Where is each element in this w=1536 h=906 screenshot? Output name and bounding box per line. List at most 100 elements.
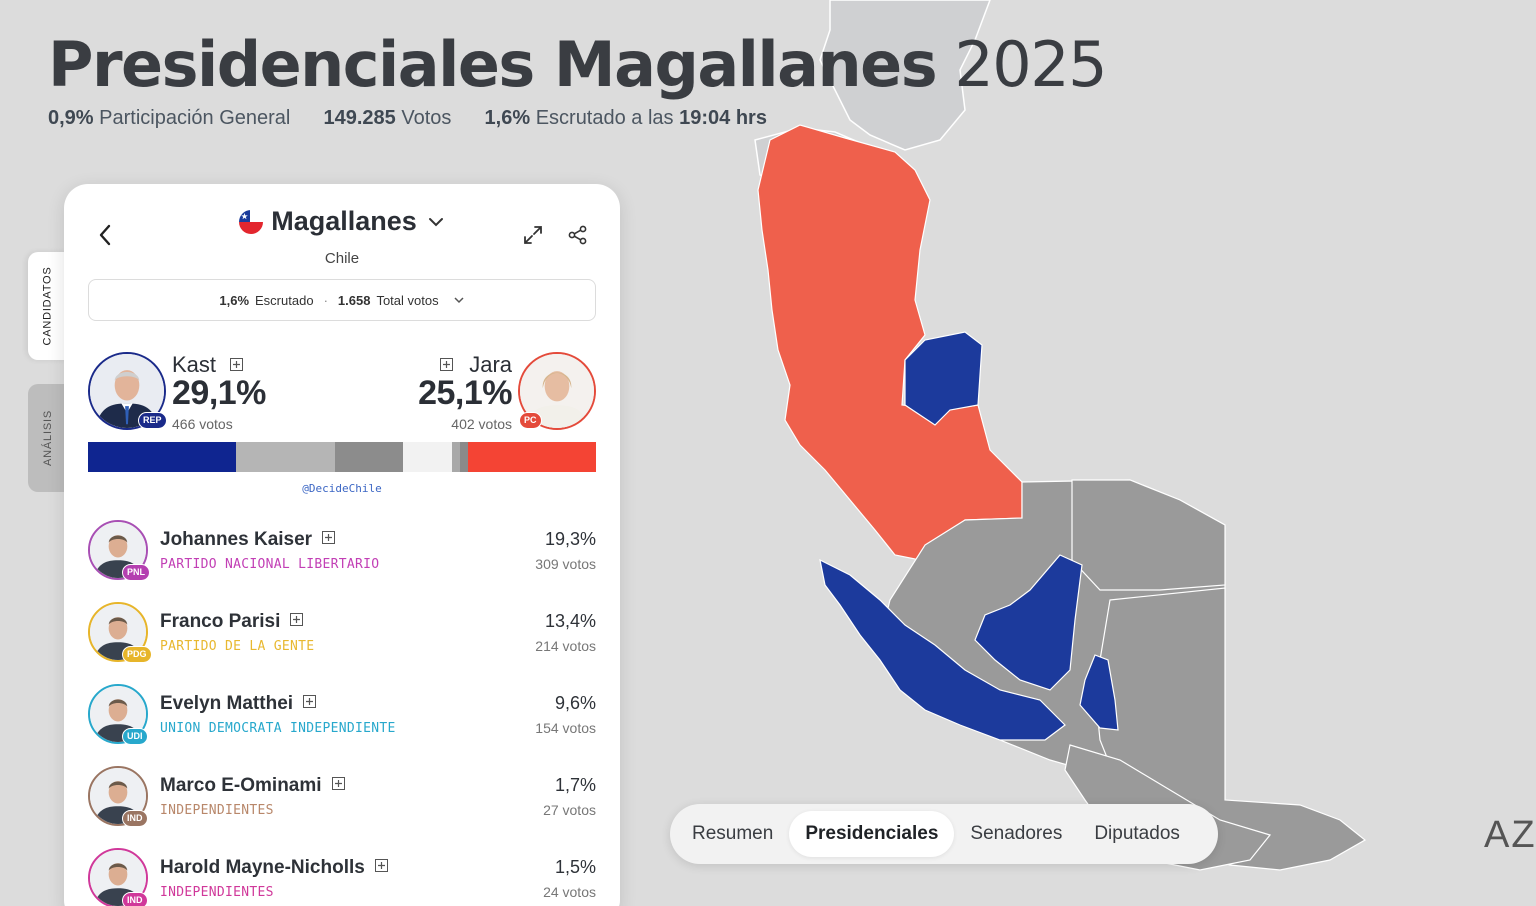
- expand-plus-icon[interactable]: [322, 531, 336, 544]
- leader-left-votes: 466 votos: [172, 416, 233, 432]
- expand-icon[interactable]: [522, 224, 544, 246]
- vote-bar-segment: [451, 442, 461, 472]
- counted-value: 1,6%: [484, 107, 531, 129]
- candidate-votes: 154 votos: [535, 720, 596, 736]
- party-badge: IND: [122, 810, 148, 827]
- back-arrow-icon[interactable]: [94, 222, 116, 248]
- party-badge: IND: [122, 892, 148, 906]
- party-badge-pc: PC: [519, 412, 542, 429]
- summary-separator: ·: [323, 292, 328, 308]
- summary-total-label: Total votos: [376, 292, 439, 308]
- summary-counted-value: 1,6%: [219, 292, 250, 308]
- candidate-party: INDEPENDIENTES: [160, 885, 274, 900]
- candidate-pct: 1,5%: [554, 857, 596, 877]
- candidate-name: Johannes Kaiser: [160, 529, 336, 551]
- candidate-row-franco-parisi[interactable]: PDG Franco Parisi PARTIDO DE LA GENTE 13,4%…: [88, 602, 596, 666]
- tab-analisis-label: ANÁLISIS: [42, 410, 55, 466]
- leader-left-pct: 29,1%: [172, 374, 266, 412]
- candidate-row-harold-mayne-nicholls[interactable]: IND Harold Mayne-Nicholls INDEPENDIENTES 1,…: [88, 848, 596, 906]
- leader-right-votes: 402 votos: [451, 416, 512, 432]
- participation-value: 0,9%: [48, 107, 94, 129]
- candidate-pct: 1,7%: [554, 775, 596, 795]
- expand-plus-icon[interactable]: [303, 695, 317, 708]
- candidate-party: INDEPENDIENTES: [160, 803, 274, 818]
- region-selector[interactable]: Magallanes: [64, 206, 620, 237]
- nav-tab-senadores[interactable]: Senadores: [970, 823, 1063, 844]
- expand-plus-icon[interactable]: [440, 358, 453, 371]
- vote-bar-segment: [236, 442, 335, 472]
- chile-flag-icon: [239, 209, 264, 234]
- map-comuna-islas-oeste[interactable]: [819, 558, 1066, 741]
- candidate-name: Franco Parisi: [160, 611, 304, 633]
- expand-plus-icon[interactable]: [230, 358, 243, 371]
- map-region-aysen[interactable]: [819, 0, 991, 151]
- title-year: 2025: [954, 28, 1107, 101]
- counted-time: 19:04 hrs: [679, 107, 767, 129]
- candidate-votes: 24 votos: [543, 884, 596, 900]
- candidate-row-evelyn-matthei[interactable]: UDI Evelyn Matthei UNION DEMOCRATA INDEPEN…: [88, 684, 596, 748]
- chevron-down-icon: [454, 297, 464, 304]
- nav-tab-resumen[interactable]: Resumen: [692, 823, 774, 844]
- candidate-row-johannes-kaiser[interactable]: PNL Johannes Kaiser PARTIDO NACIONAL LIBER…: [88, 520, 596, 584]
- chevron-down-icon[interactable]: [427, 213, 445, 231]
- map-comuna-torres-del-paine[interactable]: [904, 331, 983, 426]
- candidate-votes: 309 votos: [535, 556, 596, 572]
- credit-handle[interactable]: @DecideChile: [302, 482, 382, 495]
- vote-bar-segment: [88, 442, 237, 472]
- candidate-votes: 214 votos: [535, 638, 596, 654]
- header-stats: 0,9% Participación General 149.285 Votos…: [48, 107, 767, 130]
- candidate-name: Marco E-Ominami: [160, 775, 345, 797]
- map-comuna-san-gregorio[interactable]: [1071, 479, 1226, 591]
- expand-plus-icon[interactable]: [331, 777, 345, 790]
- nav-tab-diputados[interactable]: Diputados: [1094, 823, 1180, 844]
- expand-plus-icon[interactable]: [290, 613, 304, 626]
- share-icon[interactable]: [567, 224, 589, 246]
- participation-label: Participación General: [99, 107, 291, 129]
- map-comuna-natales-norte[interactable]: [757, 124, 1023, 561]
- party-badge: UDI: [122, 728, 148, 745]
- candidate-row-marco-e-ominami[interactable]: IND Marco E-Ominami INDEPENDIENTES 1,7% 27 v…: [88, 766, 596, 830]
- votes-value: 149.285: [323, 107, 396, 129]
- candidate-pct: 9,6%: [554, 693, 596, 713]
- summary-counted-label: Escrutado: [255, 292, 314, 308]
- corner-label: AZ: [1484, 814, 1536, 856]
- candidate-party: UNION DEMOCRATA INDEPENDIENTE: [160, 721, 396, 736]
- leader-right-pct: 25,1%: [418, 374, 512, 412]
- votes-label: Votos: [401, 107, 452, 129]
- avatar[interactable]: [88, 602, 148, 662]
- leader-right-name: Jara: [469, 352, 512, 377]
- count-summary[interactable]: 1,6% Escrutado · 1.658 Total votos: [88, 279, 596, 321]
- leader-left-name: Kast: [172, 352, 217, 377]
- region-name: Magallanes: [271, 206, 417, 236]
- results-panel: Magallanes Chile 1,6% Escrutado · 1.658 …: [64, 184, 620, 906]
- tab-candidatos[interactable]: CANDIDATOS: [28, 252, 68, 360]
- vote-bar-segment: [468, 442, 596, 472]
- candidate-name: Evelyn Matthei: [160, 693, 317, 715]
- tab-candidatos-label: CANDIDATOS: [42, 266, 55, 346]
- candidate-party: PARTIDO DE LA GENTE: [160, 639, 315, 654]
- country-name: Chile: [324, 250, 360, 267]
- party-badge: PDG: [122, 646, 152, 663]
- map-comuna-dawson[interactable]: [1079, 654, 1119, 731]
- party-badge-rep: REP: [138, 412, 167, 429]
- candidate-pct: 19,3%: [544, 529, 596, 549]
- vote-share-bar: [88, 442, 596, 472]
- party-badge: PNL: [122, 564, 150, 581]
- counted-label: Escrutado a las: [535, 107, 674, 129]
- vote-bar-segment: [334, 442, 403, 472]
- title-main: Presidenciales Magallanes: [48, 28, 938, 101]
- candidate-votes: 27 votos: [543, 802, 596, 818]
- expand-plus-icon[interactable]: [374, 859, 388, 872]
- candidate-party: PARTIDO NACIONAL LIBERTARIO: [160, 557, 380, 572]
- map-comuna-rio-verde[interactable]: [974, 554, 1083, 691]
- vote-bar-segment: [460, 442, 469, 472]
- candidate-name: Harold Mayne-Nicholls: [160, 857, 388, 879]
- vote-bar-segment: [402, 442, 452, 472]
- tab-analisis[interactable]: ANÁLISIS: [28, 384, 68, 492]
- nav-tab-presidenciales[interactable]: Presidenciales: [789, 811, 955, 857]
- summary-total-value: 1.658: [337, 292, 371, 308]
- page-title: Presidenciales Magallanes 2025: [48, 28, 1108, 101]
- candidate-pct: 13,4%: [544, 611, 596, 631]
- section-nav: Resumen Presidenciales Senadores Diputados: [670, 804, 1218, 864]
